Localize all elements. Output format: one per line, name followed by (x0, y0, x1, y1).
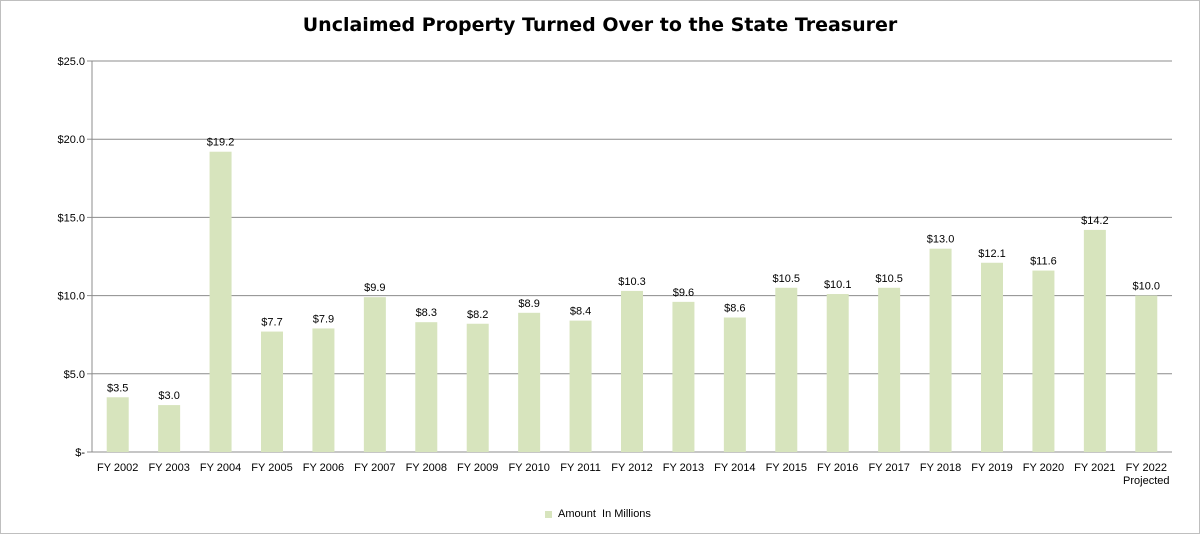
y-axis: $- $5.0 $10.0 $15.0 $20.0 $25.0 (57, 56, 93, 459)
x-tick-label: FY 2021 (1074, 462, 1115, 474)
x-tick-label: FY 2009 (457, 462, 498, 474)
data-labels: $3.5 $3.0 $19.2 $7.7 $7.9 $9.9 $8.3 $8.2 $8.9 $8.… (107, 137, 1160, 402)
bar (415, 322, 438, 452)
y-tick-label: $5.0 (64, 369, 85, 381)
data-label: $3.0 (158, 390, 179, 402)
bar (826, 294, 849, 452)
data-label: $3.5 (107, 382, 128, 394)
bar (1135, 295, 1158, 452)
bar (672, 301, 695, 452)
bar (1083, 229, 1106, 452)
x-tick-label: FY 2011 (560, 462, 601, 474)
y-tick-label: $25.0 (57, 56, 85, 68)
data-label: $8.2 (467, 309, 488, 321)
data-label: $7.7 (261, 317, 282, 329)
x-tick-label: FY 2020 (1023, 462, 1064, 474)
x-tick-label: FY 2008 (406, 462, 447, 474)
y-tick-label: $- (75, 447, 85, 459)
x-tick-label: FY 2015 (766, 462, 807, 474)
bar (363, 297, 386, 452)
data-label: $9.6 (673, 287, 694, 299)
data-label: $11.6 (1030, 256, 1057, 268)
y-tick-label: $15.0 (57, 212, 85, 224)
bar (621, 290, 643, 452)
data-label: $12.1 (978, 248, 1006, 260)
data-label: $7.9 (313, 313, 334, 325)
x-tick-label: FY 2003 (148, 462, 189, 474)
bar (312, 328, 335, 452)
x-tick-label: FY 2012 (611, 462, 652, 474)
x-tick-label: FY 2004 (200, 462, 241, 474)
bar (929, 248, 952, 452)
data-label: $9.9 (364, 282, 385, 294)
bar (775, 287, 798, 452)
bar (878, 287, 901, 452)
x-axis: FY 2002 FY 2003 FY 2004 FY 2005 FY 2006 FY 20… (97, 462, 1170, 487)
x-tick-label: FY 2017 (868, 462, 909, 474)
legend-label: Amount In Millions (558, 508, 651, 520)
bars (106, 151, 1158, 452)
data-label: $10.5 (875, 273, 903, 285)
data-label: $8.3 (416, 307, 437, 319)
data-label: $14.2 (1081, 215, 1109, 227)
x-tick-label: FY 2010 (508, 462, 549, 474)
data-label: $10.5 (773, 273, 801, 285)
data-label: $10.1 (824, 279, 852, 291)
x-tick-label: FY 2016 (817, 462, 858, 474)
x-tick-label: FY 2013 (663, 462, 704, 474)
x-tick-label: FY 2019 (971, 462, 1012, 474)
legend-swatch (545, 510, 552, 518)
bar (981, 262, 1003, 452)
data-label: $8.4 (570, 306, 591, 318)
bar (518, 312, 541, 452)
y-tick-label: $10.0 (57, 291, 85, 303)
data-label: $10.3 (618, 276, 646, 288)
x-tick-label: FY 2006 (303, 462, 344, 474)
x-tick-label: FY 2022 Projected (1123, 462, 1169, 487)
bar (209, 151, 232, 452)
data-label: $10.0 (1133, 281, 1161, 293)
bar (158, 405, 181, 452)
legend: Amount In Millions (545, 508, 651, 520)
x-tick-label: FY 2007 (354, 462, 395, 474)
bar (569, 320, 592, 452)
x-tick-label: FY 2005 (251, 462, 292, 474)
bar (106, 397, 129, 452)
x-tick-label: FY 2018 (920, 462, 961, 474)
y-tick-label: $20.0 (57, 134, 85, 146)
bar (466, 323, 489, 452)
bar (723, 317, 746, 452)
bar (261, 331, 283, 452)
bar (1032, 270, 1055, 452)
x-tick-label: FY 2002 (97, 462, 138, 474)
data-label: $13.0 (927, 234, 955, 246)
x-tick-label: FY 2014 (714, 462, 755, 474)
data-label: $8.9 (518, 298, 539, 310)
data-label: $8.6 (724, 302, 745, 314)
chart-title: Unclaimed Property Turned Over to the St… (302, 14, 898, 36)
data-label: $19.2 (207, 137, 235, 149)
